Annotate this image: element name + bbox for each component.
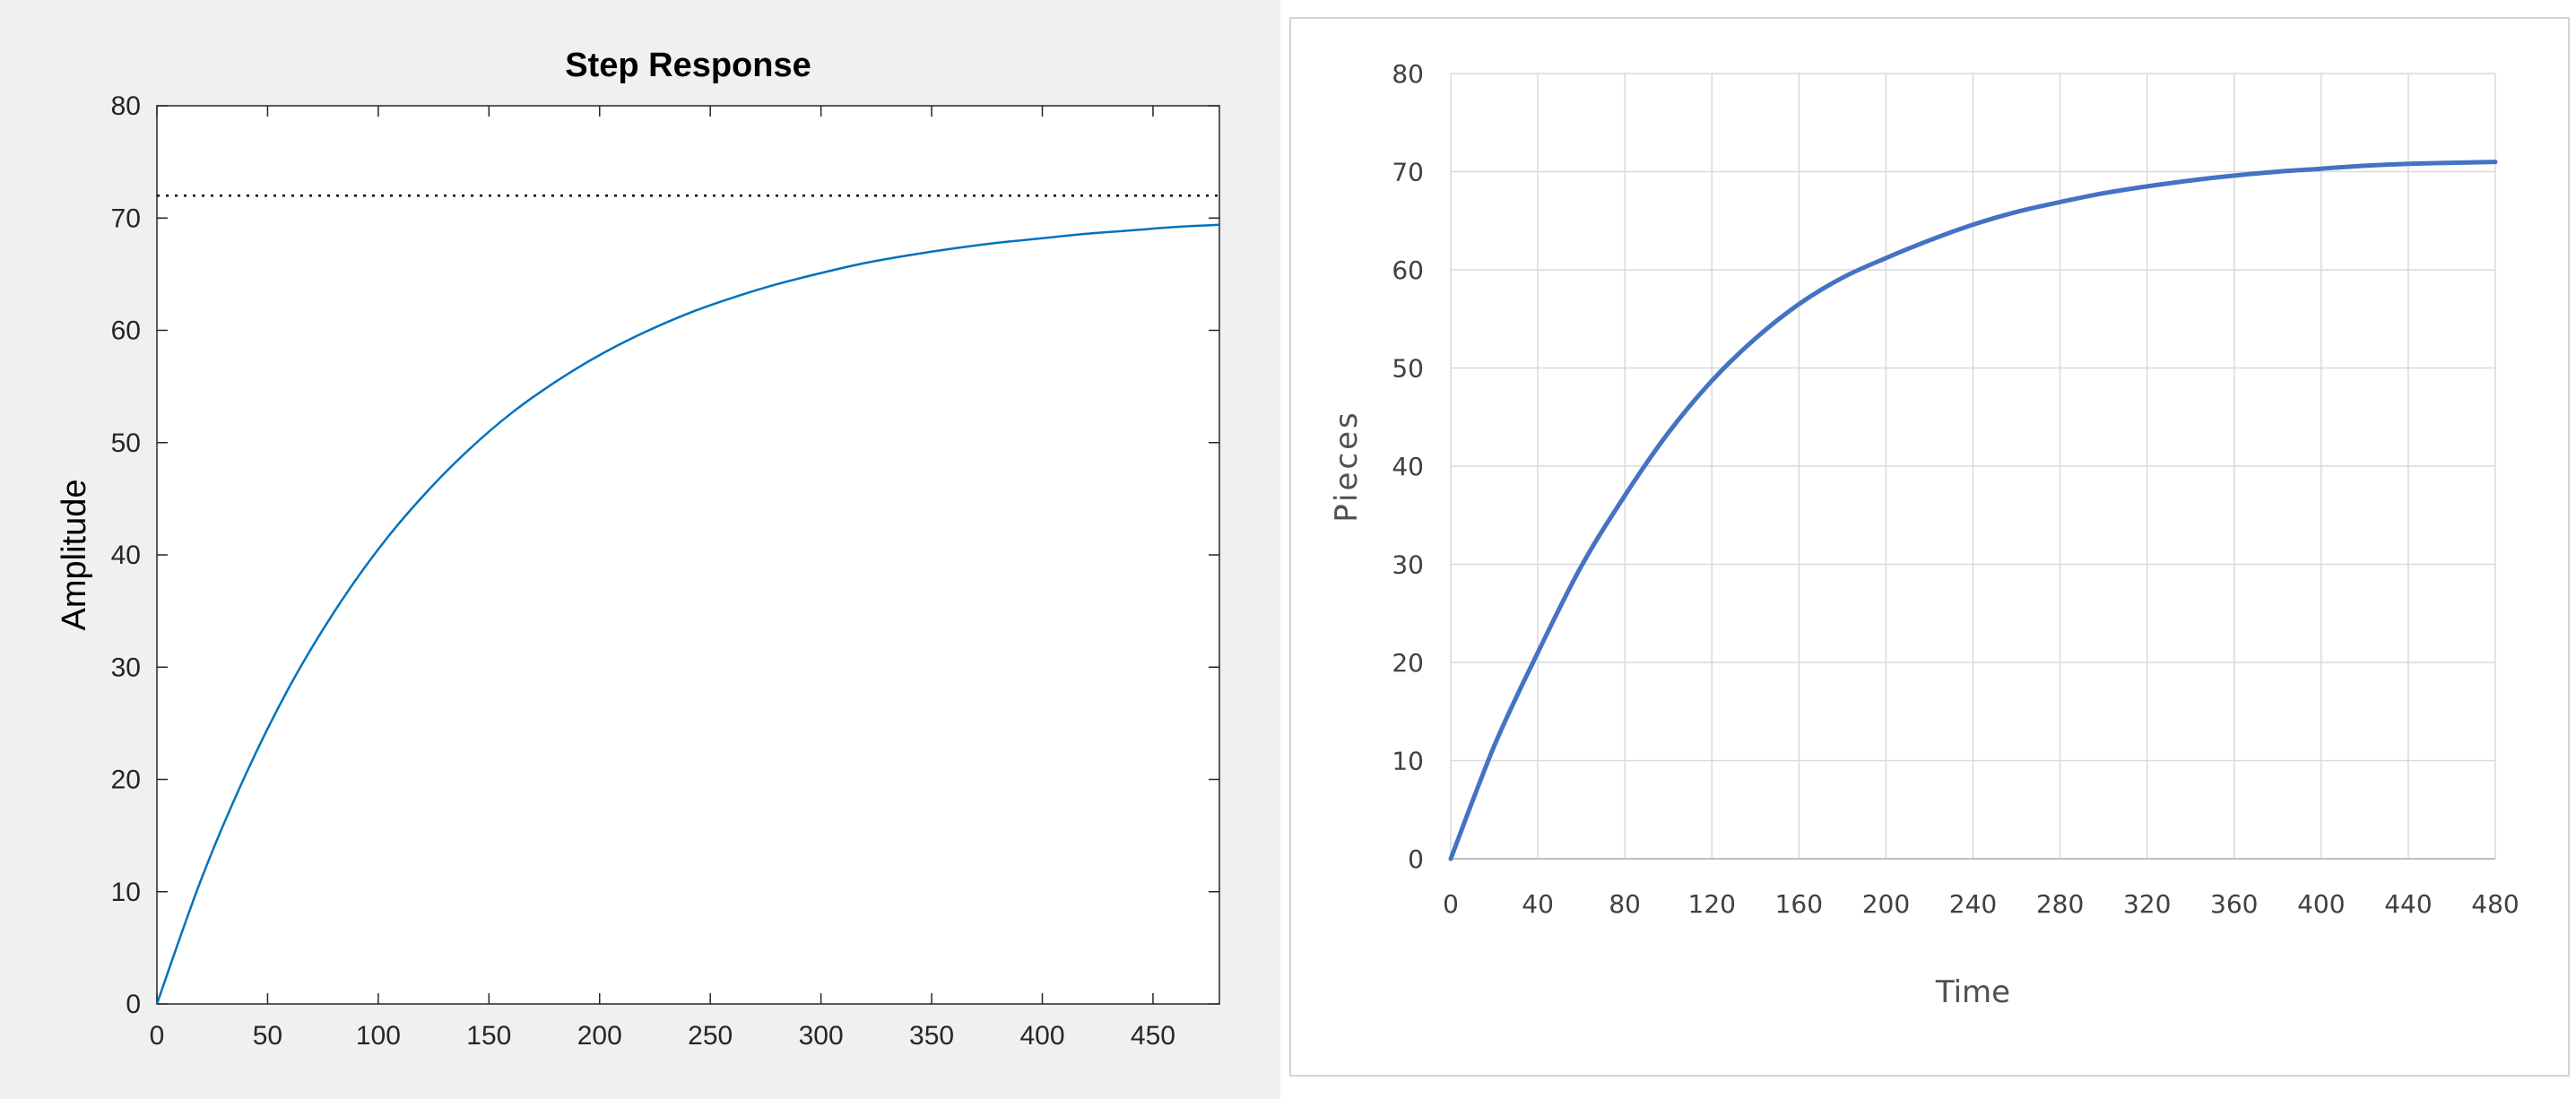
y-tick-label: 80 [111,91,141,121]
x-tick-label: 280 [2036,889,2084,919]
y-tick-label: 10 [1392,747,1424,776]
x-tick-label: 150 [466,1021,511,1051]
x-tick-label: 400 [2297,889,2345,919]
x-tick-label: 240 [1949,889,1997,919]
x-tick-label: 300 [799,1021,844,1051]
y-tick-label: 70 [111,203,141,233]
y-tick-label: 40 [1392,452,1424,481]
x-tick-label: 40 [1522,889,1554,919]
x-tick-label: 200 [577,1021,622,1051]
chart-title: Step Response [565,47,811,84]
x-tick-label: 450 [1131,1021,1175,1051]
step-response-chart: Step Response Amplitude 0 10 20 30 40 50 60 70 80 0… [0,0,1280,1099]
step-response-series-line [155,223,1220,1005]
y-tick-label: 70 [1392,158,1424,187]
y-tick-label: 30 [111,653,141,682]
x-tick-label: 320 [2123,889,2171,919]
y-axis-label: Pieces [1329,410,1365,522]
chart-border [1289,17,2570,1077]
y-tick-label: 20 [111,766,141,795]
y-tick-label: 30 [1392,550,1424,580]
x-tick-label: 250 [688,1021,733,1051]
x-tick-label: 80 [1609,889,1641,919]
x-tick-label: 350 [909,1021,954,1051]
y-tick-label: 10 [111,878,141,907]
x-tick-label: 360 [2210,889,2258,919]
y-tick-label: 50 [111,428,141,458]
x-tick-label: 0 [1443,889,1459,919]
x-tick-label: 0 [150,1021,165,1051]
pieces-series-line [1448,160,2498,861]
y-tick-label: 0 [1408,844,1424,874]
y-tick-label: 50 [1392,354,1424,384]
y-tick-label: 0 [126,990,141,1019]
x-tick-label: 440 [2384,889,2432,919]
y-axis-label: Amplitude [56,480,93,631]
y-tick-label: 60 [111,316,141,346]
x-axis-label: Time [1935,974,2010,1010]
x-tick-label: 50 [253,1021,282,1051]
y-tick-label: 40 [111,541,141,570]
x-tick-label: 100 [356,1021,401,1051]
pieces-time-chart: 0 10 20 30 40 50 60 70 80 0 40 80 120 160 200 240 280 320… [1289,17,2570,1077]
plot-area [156,105,1220,1005]
x-tick-label: 120 [1688,889,1736,919]
x-tick-label: 160 [1775,889,1823,919]
x-tick-label: 200 [1862,889,1910,919]
y-tick-label: 60 [1392,255,1424,285]
x-tick-label: 480 [2471,889,2519,919]
y-tick-label: 80 [1392,59,1424,89]
x-tick-label: 400 [1019,1021,1064,1051]
y-tick-label: 20 [1392,648,1424,678]
